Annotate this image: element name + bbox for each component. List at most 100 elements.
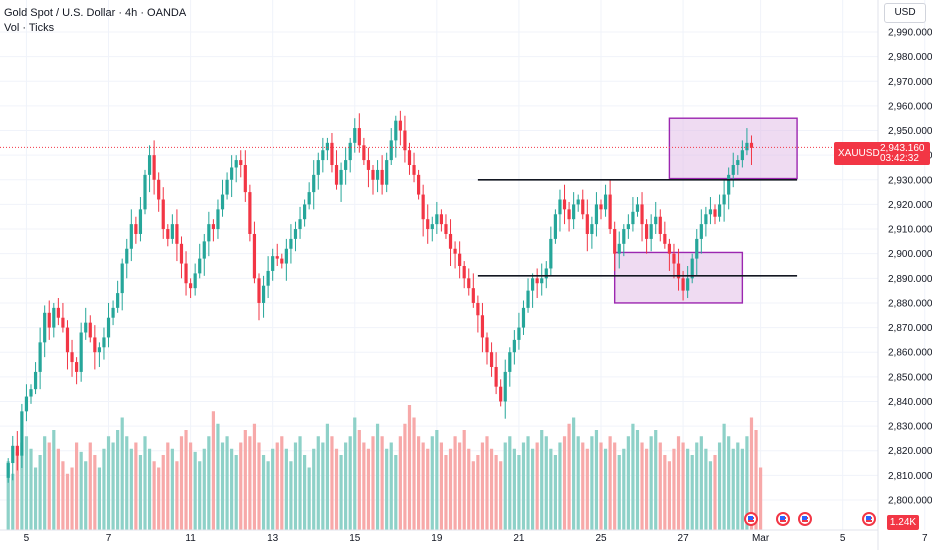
candle-body	[567, 209, 571, 220]
volume-bar	[166, 442, 170, 530]
volume-bar	[129, 448, 133, 530]
us-flag-event-icon[interactable]	[776, 512, 790, 526]
volume-bar	[385, 448, 389, 530]
candle-body	[102, 337, 106, 348]
support-resistance-zones[interactable]	[613, 117, 798, 304]
y-tick-label: 2,910.000	[888, 225, 932, 236]
volume-bar	[736, 442, 740, 530]
volume-bar	[439, 442, 443, 530]
volume-bar	[75, 442, 79, 530]
candle-body	[152, 155, 156, 180]
y-tick-label: 2,800.000	[888, 496, 932, 507]
candle-body	[293, 229, 298, 239]
volume-bar	[312, 448, 316, 530]
candle-body	[385, 160, 389, 185]
candle-body	[321, 150, 325, 161]
symbol-title[interactable]: Gold Spot / U.S. Dollar · 4h · OANDA	[4, 7, 187, 19]
volume-bar	[576, 436, 580, 530]
candle-body	[448, 233, 453, 249]
volume-bar	[303, 455, 307, 530]
candle-body	[435, 214, 439, 225]
volume-bar	[24, 436, 29, 530]
candle-body	[480, 315, 485, 338]
candle-body	[52, 307, 56, 328]
candle-body	[476, 302, 480, 316]
y-tick-label: 2,860.000	[888, 348, 932, 359]
candle-body	[120, 263, 124, 294]
volume-bar	[330, 436, 334, 530]
candle-body	[234, 160, 238, 168]
candle-body	[535, 278, 539, 284]
volume-bar	[248, 436, 252, 530]
volume-bar	[84, 461, 88, 530]
x-tick-label: 15	[349, 533, 361, 544]
candle-body	[512, 339, 516, 353]
volume-bar	[362, 442, 366, 530]
price-badge-price: 2,943.160	[880, 143, 925, 154]
volume-indicator-label[interactable]: Vol · Ticks	[4, 22, 55, 34]
y-tick-label: 2,830.000	[888, 422, 932, 433]
trend-lines[interactable]	[0, 146, 878, 277]
currency-button[interactable]: USD	[884, 3, 926, 23]
candle-body	[722, 194, 726, 205]
volume-bar	[635, 430, 640, 530]
candle-body	[608, 194, 612, 230]
volume-bar	[672, 448, 676, 530]
candle-body	[654, 216, 658, 225]
candle-body	[380, 169, 384, 185]
volume-bar	[189, 442, 193, 530]
volume-bar	[654, 430, 658, 530]
volume-bar	[398, 436, 402, 530]
volume-bar	[417, 436, 421, 530]
volume-bar	[353, 417, 357, 530]
volume-bar	[717, 442, 722, 530]
us-flag-event-icon[interactable]	[798, 512, 812, 526]
candle-body	[65, 327, 70, 353]
candle-body	[581, 199, 585, 215]
candle-body	[708, 209, 713, 215]
volume-bar	[603, 448, 608, 530]
y-tick-label: 2,880.000	[888, 298, 932, 309]
candle-body	[544, 268, 548, 279]
volume-bar	[526, 436, 530, 530]
candle-body	[389, 140, 393, 161]
volume-bar	[521, 442, 526, 530]
candle-body	[202, 241, 206, 259]
volume-bar	[540, 430, 544, 530]
candle-body	[731, 165, 735, 175]
volume-bar	[275, 442, 279, 530]
chart-legend[interactable]: Gold Spot / U.S. Dollar · 4h · OANDA Vol…	[4, 6, 186, 36]
candle-body	[736, 160, 740, 166]
volume-bar	[102, 448, 106, 530]
y-tick-label: 2,900.000	[888, 249, 932, 260]
us-flag-event-icon[interactable]	[862, 512, 876, 526]
volume-bar	[704, 448, 708, 530]
candle-body	[143, 174, 147, 210]
candle-body	[412, 165, 416, 175]
us-flag-event-icon[interactable]	[744, 512, 758, 526]
candle-body	[193, 273, 197, 289]
volume-bar	[120, 417, 124, 530]
volume-bar	[56, 448, 60, 530]
candle-body	[248, 192, 252, 234]
candle-body	[590, 224, 594, 234]
y-tick-label: 2,890.000	[888, 274, 932, 285]
volume-bar	[257, 442, 261, 530]
candle-body	[161, 199, 165, 230]
volume-bar	[184, 430, 188, 530]
candle-body	[344, 160, 348, 170]
candle-body	[727, 174, 731, 195]
candle-body	[699, 224, 703, 239]
volume-bar	[79, 451, 83, 530]
candle-body	[745, 142, 749, 151]
candle-body	[316, 160, 320, 175]
y-tick-label: 2,980.000	[888, 52, 932, 63]
volume-bar	[389, 442, 393, 530]
volume-bar	[640, 442, 644, 530]
volume-bar	[553, 455, 557, 530]
volume-bar	[15, 451, 19, 530]
candle-body	[56, 307, 60, 318]
volume-bar	[663, 455, 667, 530]
volume-bar	[357, 430, 361, 530]
